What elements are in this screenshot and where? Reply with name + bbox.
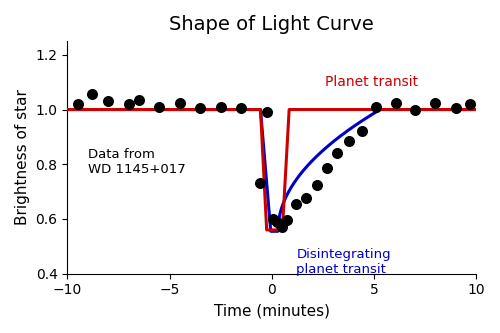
Point: [333, 151, 341, 156]
Point: [135, 97, 143, 103]
Point: [176, 100, 184, 105]
Point: [466, 101, 474, 107]
Point: [74, 101, 82, 107]
Point: [312, 182, 320, 187]
Point: [278, 224, 286, 230]
Point: [88, 92, 96, 97]
Point: [196, 106, 204, 111]
Text: Planet transit: Planet transit: [325, 75, 418, 89]
Y-axis label: Brightness of star: Brightness of star: [15, 90, 30, 225]
Point: [302, 196, 310, 201]
Point: [256, 181, 264, 186]
Point: [104, 99, 112, 104]
Text: Disintegrating
planet transit: Disintegrating planet transit: [296, 248, 391, 276]
Point: [392, 100, 400, 105]
Point: [273, 219, 281, 224]
Point: [262, 110, 270, 115]
Point: [216, 104, 224, 110]
Point: [269, 216, 277, 222]
Title: Shape of Light Curve: Shape of Light Curve: [170, 15, 374, 34]
Point: [452, 106, 460, 111]
Point: [237, 106, 245, 111]
Point: [283, 218, 291, 223]
X-axis label: Time (minutes): Time (minutes): [214, 303, 330, 318]
Point: [372, 104, 380, 110]
Text: Data from
WD 1145+017: Data from WD 1145+017: [88, 148, 186, 175]
Point: [156, 104, 164, 110]
Point: [358, 129, 366, 134]
Point: [292, 201, 300, 206]
Point: [411, 107, 419, 112]
Point: [432, 100, 440, 105]
Point: [323, 166, 331, 171]
Point: [124, 101, 132, 107]
Point: [346, 138, 354, 144]
